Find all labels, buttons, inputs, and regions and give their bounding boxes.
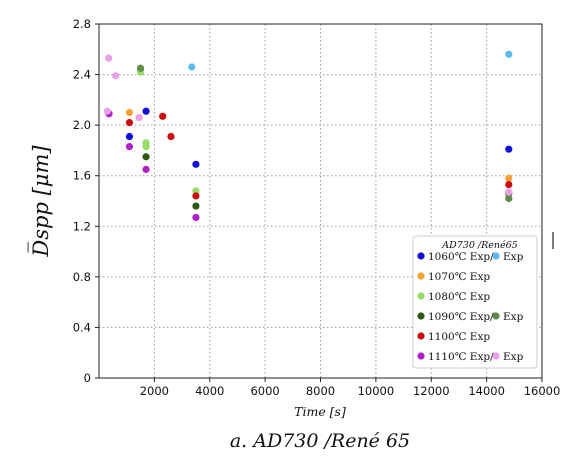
data-point [505,180,513,189]
legend-marker [417,292,425,300]
legend-marker [492,312,500,320]
data-points [103,50,513,222]
data-point [125,119,134,127]
y-tick-label: 1.6 [73,169,91,183]
y-axis-label: D̅spp [μm] [28,145,53,258]
x-tick-label: 6000 [250,384,279,398]
x-tick-label: 14000 [468,384,505,398]
legend-marker [417,252,425,260]
axis-ticks: 2000 4000 6000 8000 10000 12000 14000 16000 0 0.4… [73,17,561,398]
legend-label: Exp [503,251,524,263]
legend-marker [417,272,425,280]
data-point [167,132,175,141]
grid [99,24,542,378]
legend-label: 1100℃ Exp [428,331,490,343]
data-point [192,202,200,210]
legend-marker [492,252,500,260]
x-tick-label: 4000 [195,384,224,398]
legend: AD730 /René65 1060℃ Exp/Exp 1070℃ Exp 1080… [412,235,538,369]
legend-label: 1080℃ Exp [428,291,490,303]
x-axis-label: Time [s] [294,404,346,419]
data-point [192,213,200,222]
legend-box [412,235,538,369]
data-point [142,165,150,173]
legend-label: Exp [503,311,524,323]
y-tick-label: 0 [84,371,91,385]
legend-label: 1110℃ Exp/ [428,351,494,363]
y-tick-label: 0.8 [73,270,91,284]
x-tick-label: 12000 [413,384,450,398]
data-point [136,64,145,72]
data-point [505,194,513,203]
data-point [105,54,113,62]
data-point [505,188,513,196]
figure-caption: a. AD730 /René 65 [230,430,410,452]
data-point [505,50,513,58]
data-point [125,132,134,141]
legend-marker [492,352,500,360]
data-point [188,63,196,71]
data-point [142,107,150,115]
x-tick-label: 2000 [140,384,169,398]
y-tick-label: 2.4 [73,68,91,82]
legend-label: 1070℃ Exp [428,271,490,283]
data-point [159,112,167,120]
data-point [192,160,200,168]
y-tick-label: 1.2 [73,219,91,233]
x-tick-label: 16000 [524,384,561,398]
legend-marker [417,312,425,320]
data-point [142,139,150,147]
data-point [112,72,120,80]
data-point [103,107,111,115]
data-point [192,192,200,200]
data-point [142,153,150,161]
legend-marker [417,332,425,340]
legend-label: 1060℃ Exp/ [428,251,494,263]
data-point [125,143,134,151]
data-point [505,174,513,182]
legend-title: AD730 /René65 [441,240,517,251]
data-point [135,113,143,122]
y-tick-label: 0.4 [73,320,91,334]
data-point [125,108,134,117]
y-tick-label: 2.8 [73,17,91,31]
legend-marker [417,352,425,360]
y-tick-label: 2.0 [73,118,91,132]
x-tick-label: 8000 [306,384,335,398]
legend-label: Exp [503,351,524,363]
data-point [192,187,200,195]
legend-label: 1090℃ Exp/ [428,311,494,323]
x-tick-label: 10000 [358,384,395,398]
data-point [505,145,513,153]
